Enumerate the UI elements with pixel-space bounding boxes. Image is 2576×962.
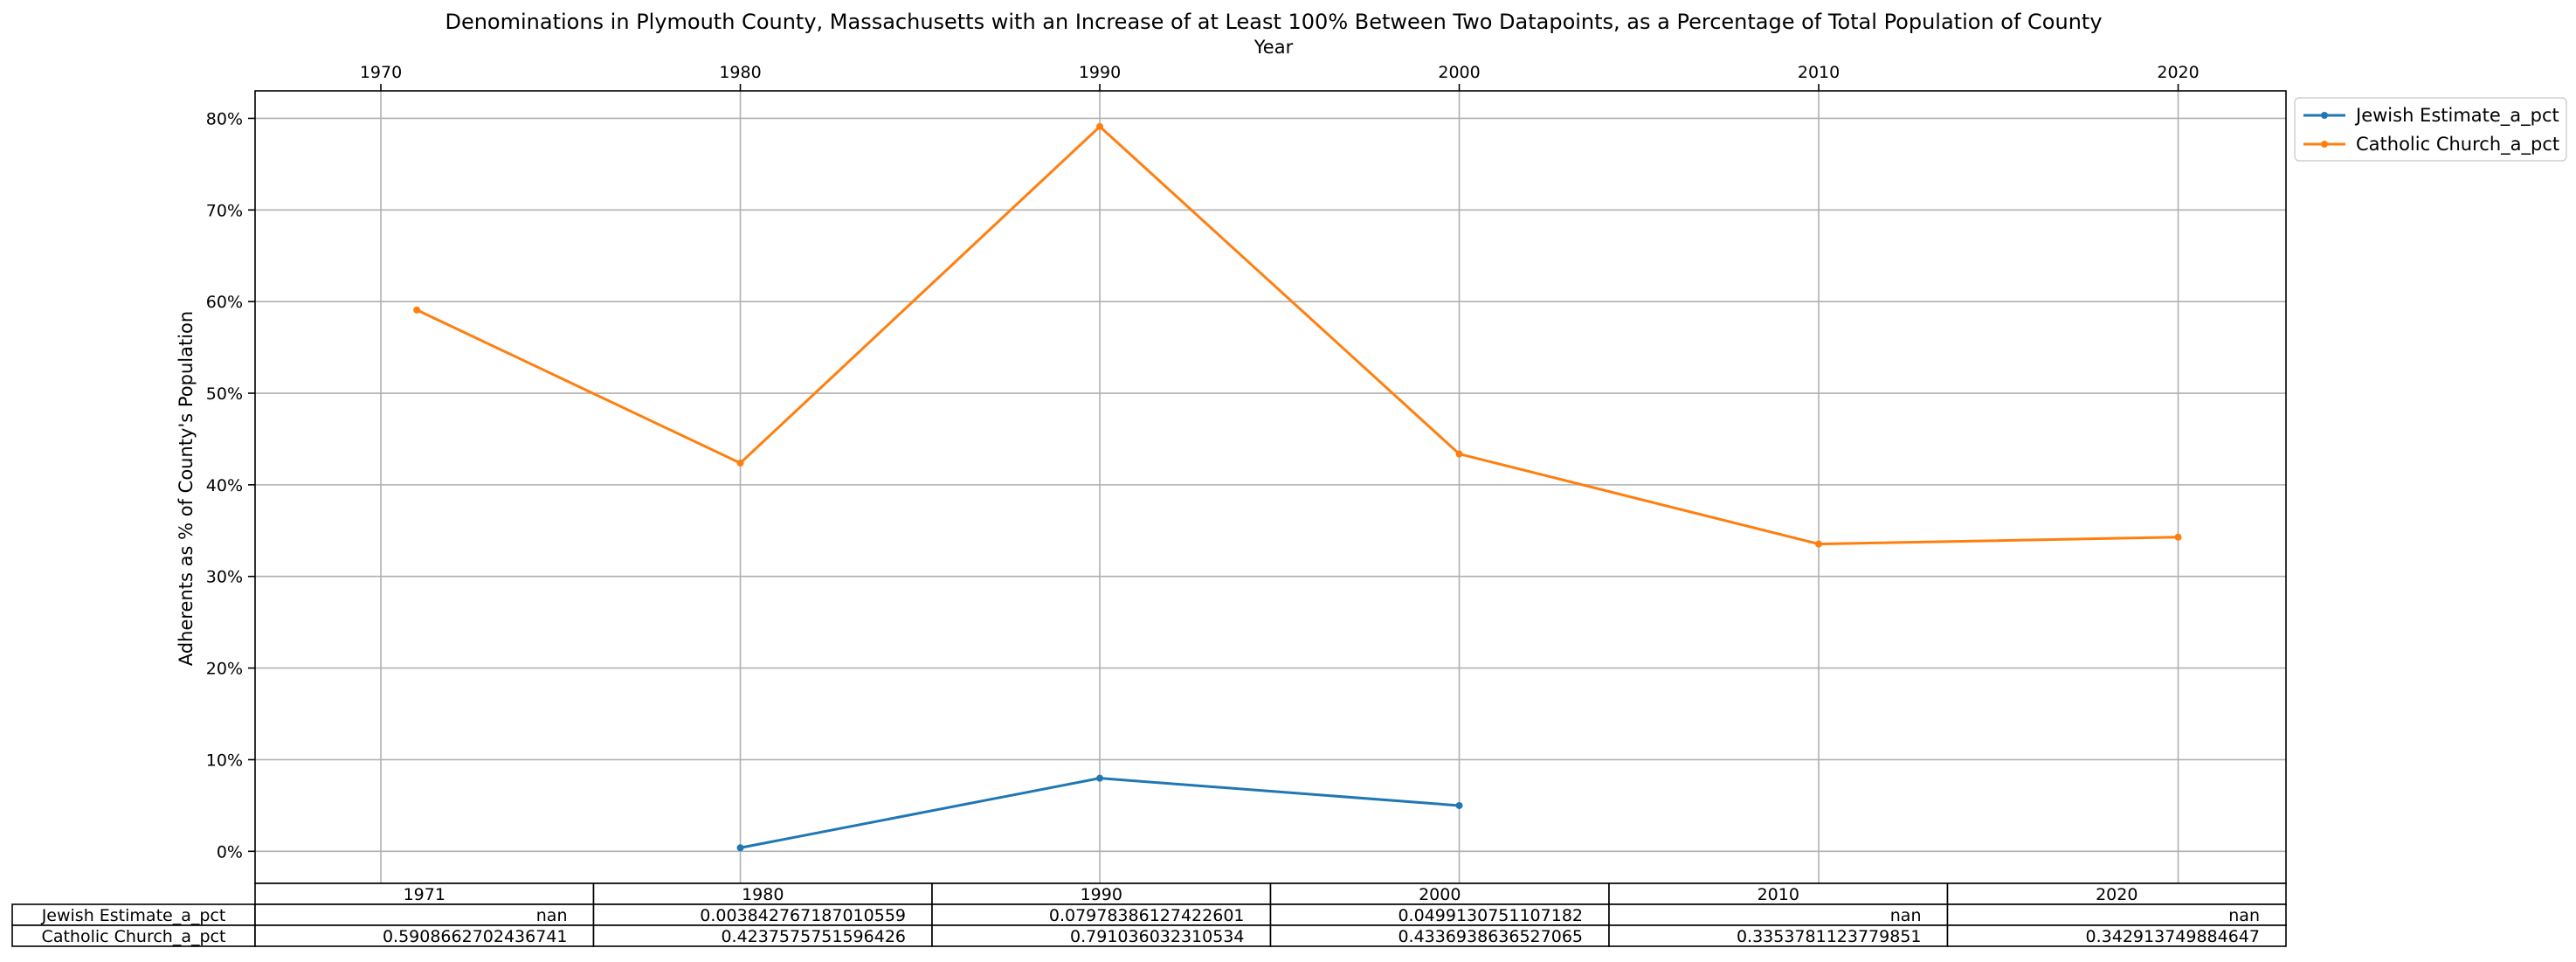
data-point bbox=[413, 306, 421, 314]
table-cell-value: nan bbox=[536, 906, 568, 925]
data-point bbox=[1455, 801, 1463, 809]
table-cell-value: nan bbox=[2228, 906, 2260, 925]
table-cell-value: 0.4336938636527065 bbox=[1398, 927, 1583, 946]
x-ticks: 1970 1980 1990 2000 2010 2020 bbox=[360, 63, 2200, 91]
y-tick-label: 20% bbox=[206, 660, 243, 679]
table-row-label-cell bbox=[11, 924, 256, 947]
table-cell-value: 0.003842767187010559 bbox=[700, 906, 906, 925]
x-tick-label: 2020 bbox=[2157, 63, 2199, 82]
legend-label: Catholic Church_a_pct bbox=[2356, 134, 2559, 156]
table-header-label: 2000 bbox=[1419, 885, 1461, 904]
table-cell-value: 0.791036032310534 bbox=[1070, 927, 1244, 946]
series-line bbox=[416, 124, 2179, 546]
table-cell-value: 0.4237575751596426 bbox=[721, 927, 906, 946]
x-tick-label: 2000 bbox=[1438, 63, 1480, 82]
data-point bbox=[1815, 540, 1823, 548]
table-cell bbox=[1946, 924, 2287, 947]
x-tick-label: 2010 bbox=[1798, 63, 1840, 82]
y-tick-label: 30% bbox=[206, 568, 243, 587]
table-header-cell bbox=[592, 882, 933, 905]
table-cell-value: nan bbox=[1890, 906, 1922, 925]
y-tick-label: 50% bbox=[206, 384, 243, 404]
table-header-label: 1990 bbox=[1081, 885, 1122, 904]
series-1 bbox=[413, 122, 2182, 548]
table-header-cell bbox=[931, 882, 1272, 905]
table-cell bbox=[1608, 924, 1949, 947]
table-cell-value: 0.0499130751107182 bbox=[1398, 906, 1583, 925]
table-cell bbox=[592, 903, 933, 926]
data-point bbox=[2174, 533, 2182, 541]
legend-box bbox=[2294, 97, 2567, 162]
grid bbox=[255, 91, 2286, 883]
table-cell bbox=[931, 924, 1272, 947]
data-point bbox=[1455, 450, 1463, 458]
y-tick-label: 60% bbox=[206, 293, 243, 312]
table-header-label: 1980 bbox=[742, 885, 784, 904]
chart-title: Denominations in Plymouth County, Massac… bbox=[445, 10, 2102, 34]
table-cell-value: 0.342913749884647 bbox=[2086, 927, 2260, 946]
y-tick-label: 10% bbox=[206, 751, 243, 770]
table-cell-value: 0.3353781123779851 bbox=[1737, 927, 1922, 946]
legend-marker bbox=[2321, 141, 2328, 148]
x-axis-label: Year bbox=[1253, 37, 1294, 58]
y-tick-label: 0% bbox=[217, 842, 243, 862]
series-0 bbox=[736, 774, 1463, 852]
y-tick-label: 40% bbox=[206, 476, 243, 495]
table-cell bbox=[931, 903, 1272, 926]
table-cell-value: 0.5908662702436741 bbox=[383, 927, 568, 946]
table-header-label: 2010 bbox=[1758, 885, 1799, 904]
x-tick-label: 1970 bbox=[360, 63, 402, 82]
x-tick-label: 1980 bbox=[719, 63, 761, 82]
table-row-label: Catholic Church_a_pct bbox=[42, 927, 226, 946]
x-tick-label: 1990 bbox=[1079, 63, 1121, 82]
y-ticks: 0% 10% 20% 30% 40% 50% 60% 70% 80% bbox=[206, 109, 255, 862]
legend-marker bbox=[2321, 112, 2328, 119]
table-header-label: 2020 bbox=[2096, 885, 2137, 904]
data-point bbox=[736, 459, 744, 467]
table-cell bbox=[1946, 903, 2287, 926]
table-cell-value: 0.07978386127422601 bbox=[1049, 906, 1245, 925]
y-tick-label: 70% bbox=[206, 201, 243, 220]
series-layer bbox=[413, 122, 2182, 852]
legend: Jewish Estimate_a_pct Catholic Church_a_p… bbox=[2294, 97, 2567, 162]
data-point bbox=[736, 844, 744, 852]
data-point bbox=[1096, 774, 1104, 782]
y-axis-label: Adherents as % of County's Population bbox=[176, 311, 197, 666]
table-header-label: 1971 bbox=[404, 885, 445, 904]
y-tick-label: 80% bbox=[206, 109, 243, 128]
data-table: 1971 1980 1990 2000 2010 2020 Jewish Estimate_… bbox=[11, 882, 2287, 947]
legend-label: Jewish Estimate_a_pct bbox=[2354, 105, 2559, 127]
table-row-label: Jewish Estimate_a_pct bbox=[41, 906, 226, 925]
data-point bbox=[1096, 122, 1104, 130]
